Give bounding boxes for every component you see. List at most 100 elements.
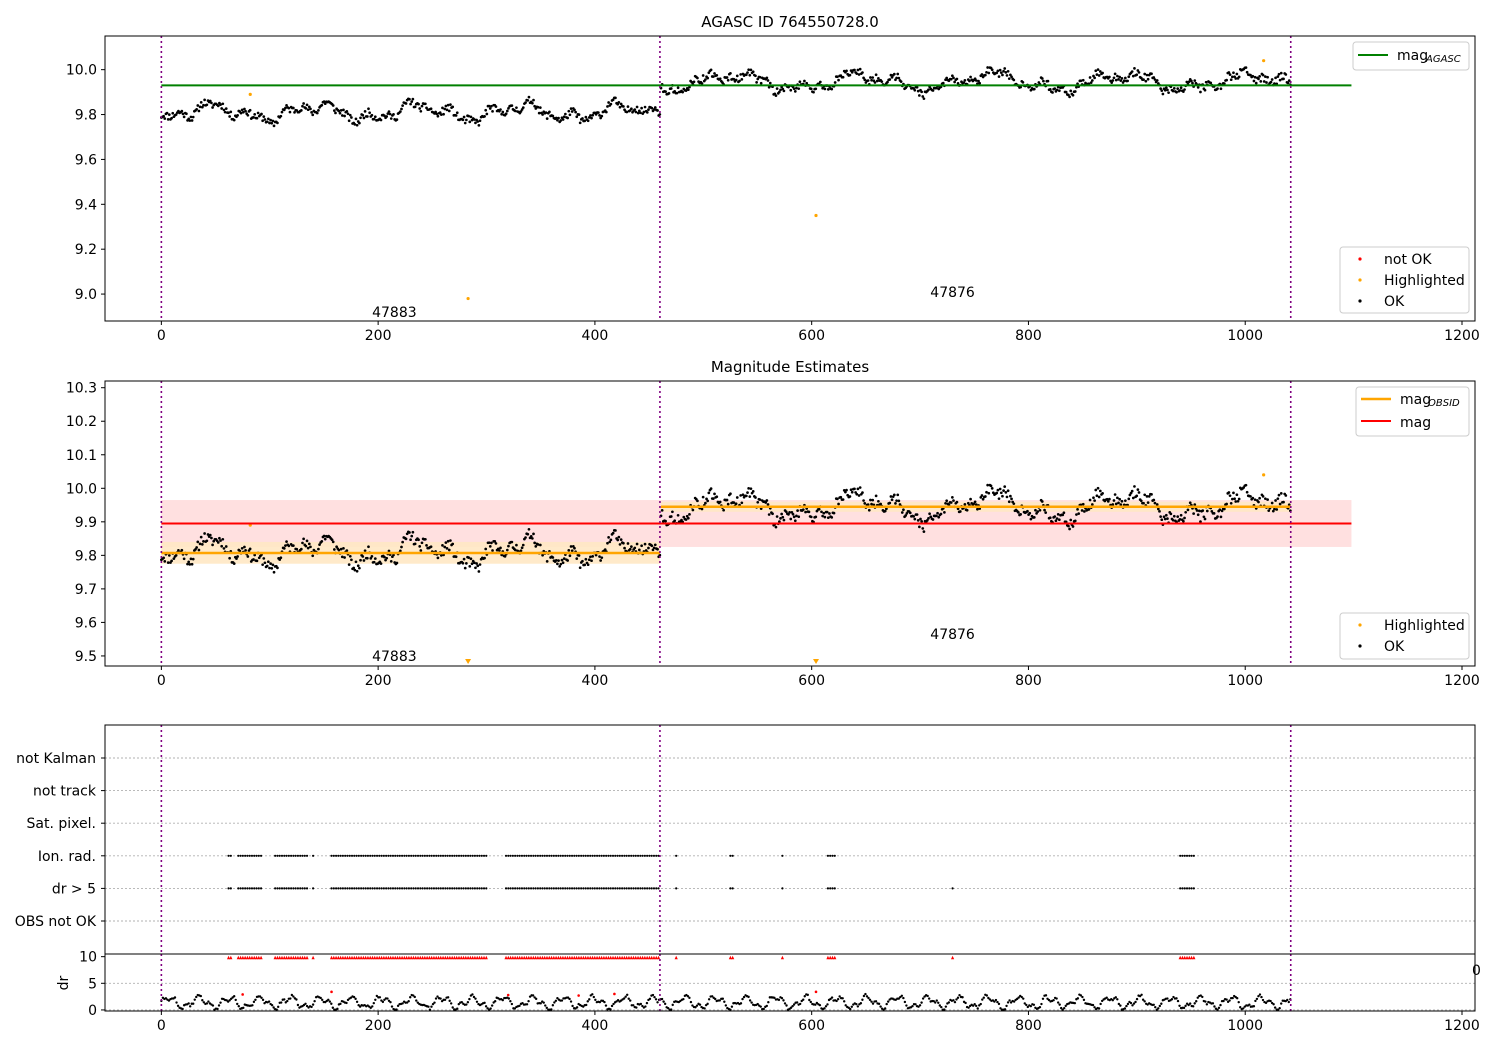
flag-point [432,887,436,890]
dr-point [864,992,867,996]
flag-point [412,854,415,857]
dr-point [521,1001,524,1005]
ok-point [735,496,739,499]
dr-clipped-marker [250,955,254,960]
ok-point [591,113,595,117]
flag-point [292,887,295,890]
ok-point [474,121,477,125]
ok-point [219,539,222,542]
dr-point [947,1001,951,1004]
ok-point [454,114,458,117]
ok-point [809,515,813,519]
flag-point [283,854,286,857]
ok-point [515,106,518,110]
flag-point [476,887,479,890]
ok-point [469,115,473,119]
ok-point [372,560,376,564]
flag-point [244,887,247,890]
ok-point [996,488,1000,492]
ok-point [701,495,705,499]
ok-point [863,78,867,82]
flag-point [373,854,376,857]
ok-point [998,487,1002,491]
dr-clipped-marker [241,955,245,960]
flag-point [509,854,512,857]
ok-point [633,546,637,550]
ok-point [1164,513,1168,517]
ok-point [269,118,272,122]
flag-point [448,854,451,857]
ok-point [285,103,288,107]
ok-point [224,107,228,110]
flag-point [283,887,286,890]
ok-point [401,540,404,544]
dr-clipped-marker [466,955,470,960]
ok-point [449,103,452,106]
ok-point [408,97,411,101]
dr-point [739,1002,743,1005]
ok-point [221,537,225,541]
ok-point [463,566,467,570]
dr-clipped-marker [275,955,280,960]
ok-point [754,74,757,78]
dr-point [1225,998,1228,1001]
ok-point [463,121,467,125]
flag-point [382,887,385,890]
dr-point [903,1000,907,1004]
ok-point [1043,508,1046,512]
ok-point [828,512,831,515]
ok-point [365,556,369,560]
ok-point [675,91,679,95]
flag-point [362,854,365,857]
flag-point [570,854,574,857]
dr-clipped-marker [636,955,640,960]
ok-point [1287,503,1291,507]
dr-clipped-marker [826,955,830,960]
dr-point [216,1007,219,1011]
ok-point [1133,67,1136,70]
ok-point [462,557,466,561]
ok-point [355,569,359,573]
ok-point [639,111,642,115]
dr-point [252,1000,256,1004]
ok-point [671,510,674,514]
dr-point [1204,1000,1207,1003]
flag-point [435,887,438,890]
dr-point [1152,1003,1155,1007]
ok-point [1040,77,1044,80]
ok-point [306,108,310,112]
ok-point [568,554,572,558]
ok-point [807,510,811,514]
ok-point [1090,79,1094,82]
dr-point [1131,1004,1134,1007]
dr-clipped-marker [590,955,595,960]
dr-point [1023,1002,1026,1005]
flag-point [675,887,678,890]
ok-point [1184,510,1188,514]
ok-point [317,547,320,551]
flag-point [550,887,553,890]
ok-point [529,535,533,538]
dr-clipped-marker [522,955,526,960]
ok-point [913,517,917,521]
ok-point [688,85,691,89]
ok-point [345,549,349,552]
dr-point [331,1006,335,1009]
ok-point [309,107,312,111]
dr-point [624,995,627,998]
flag-point [439,887,442,890]
panel1-title: AGASC ID 764550728.0 [701,13,879,31]
ok-point [1133,485,1136,488]
ok-point [255,116,259,120]
ok-point [521,543,525,547]
ok-point [200,105,204,109]
dr-point [654,998,658,1001]
ok-point [1002,489,1005,492]
dr-point [531,994,535,997]
ok-point [186,562,189,566]
flag-point [350,887,354,890]
ok-point [395,561,399,565]
dr-point [412,994,415,997]
ok-point [1064,90,1068,94]
